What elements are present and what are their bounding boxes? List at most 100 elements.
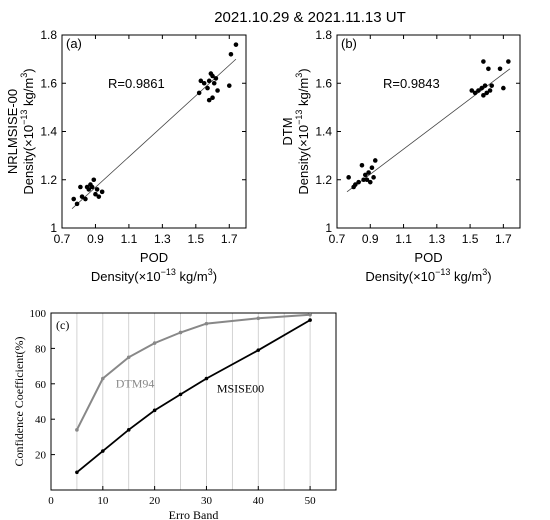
series-marker [75,470,79,475]
series-marker [204,376,209,381]
y-tick-label: 100 [30,308,47,320]
x-axis-label: Erro Band [169,508,219,520]
x-tick-label: 30 [201,495,213,507]
x-tick-label: 40 [253,495,265,507]
x-axis-label-line2: Density(×10−13 kg/m3) [365,267,491,284]
r-annotation: R=0.9861 [108,76,165,91]
y-tick-label: 1.6 [315,76,332,90]
series-line-msise00 [76,319,311,473]
y-tick-label: 1.4 [40,125,57,139]
x-axis-label-line2: Density(×10−13 kg/m3) [91,267,217,284]
data-point [228,52,234,57]
x-tick-label: 1.5 [187,232,204,246]
data-point [469,88,475,93]
data-point [501,85,506,91]
data-point [210,73,215,79]
y-tick-label: 1.4 [315,125,332,139]
data-point [476,88,481,93]
panel-label: (a) [66,36,82,51]
data-point [486,66,491,72]
data-point [78,184,83,190]
x-tick-label: 1.1 [395,232,412,246]
series-marker [101,449,105,453]
series-marker [152,341,157,345]
plot-frame [50,312,337,491]
y-tick-label: 60 [35,379,47,391]
fit-line [71,58,237,209]
x-tick-label: 1.5 [462,232,479,246]
x-tick-label: 0.9 [362,232,379,246]
x-tick-label: 0.7 [54,232,71,246]
data-point [86,187,92,192]
data-point [93,191,98,197]
figure-title: 2021.10.29 & 2021.11.13 UT [214,9,406,26]
x-tick-label: 0.7 [329,232,346,246]
y-axis-label-line2: Density(×10−13 kg/m3) [294,68,311,194]
data-point [487,88,493,93]
y-axis-label-line1: NRLMSISE-00 [5,89,20,174]
series-marker [152,408,157,413]
data-point [346,175,351,180]
data-point [372,158,378,163]
x-tick-label: 0.9 [87,232,104,246]
data-point [206,78,212,84]
data-point [201,80,207,86]
data-point [205,85,210,91]
plot-frame [336,34,521,229]
data-point [210,95,215,101]
series-marker [126,355,131,360]
data-point [198,78,204,84]
data-point [211,80,217,86]
y-axis-label: Confidence Coefficient(%) [12,336,26,466]
x-tick-label: 10 [97,495,109,507]
data-point [99,189,105,195]
panel-b: 0.7 0.9 1.1 1.3 1.5 1.7 1 1.2 1.4 1.6 1.8 (b) R=0.98… [280,28,521,284]
series-marker [126,428,131,432]
data-point [362,172,368,178]
data-point [83,196,88,202]
data-point [489,83,495,88]
y-tick-label: 1.2 [315,173,332,187]
plot-frame [61,34,247,229]
data-point [213,76,219,81]
data-point [89,184,95,190]
data-point [215,88,220,93]
x-tick-label: 50 [305,495,317,507]
series-marker [178,330,183,335]
series-marker [308,318,312,322]
series-marker [75,428,79,432]
x-tick-label: 1.7 [495,232,512,246]
y-axis-label-line2: Density(×10−13 kg/m3) [19,68,36,194]
series-marker [256,348,261,352]
data-point [484,90,490,96]
panel-c: 0 10 20 30 40 50 20 40 60 80 100 DTM94 MSISE00 (c) Err… [12,308,337,520]
y-tick-label: 20 [35,450,47,462]
data-point [206,97,212,103]
series-marker [178,392,183,397]
data-point [482,83,488,88]
x-tick-label: 1.1 [121,232,138,246]
data-point [79,194,85,199]
data-point [91,177,97,183]
data-point [96,194,102,199]
series-marker [256,316,261,321]
data-point [356,179,361,185]
data-point [367,179,373,185]
y-tick-label: 40 [35,414,47,426]
x-tick-label: 1.3 [154,232,171,246]
x-axis-label-line1: POD [140,250,168,265]
x-axis-label-line1: POD [414,250,442,265]
y-tick-label: 1.6 [40,76,57,90]
data-point [361,177,366,183]
y-tick-label: 1 [50,221,57,235]
y-tick-label: 80 [35,343,47,355]
data-point [506,59,511,64]
data-point [74,201,80,207]
data-point [364,177,370,183]
data-point [481,59,486,64]
data-point [94,187,100,192]
y-tick-label: 1.8 [40,28,57,42]
data-point [71,196,77,202]
data-point [233,42,239,47]
